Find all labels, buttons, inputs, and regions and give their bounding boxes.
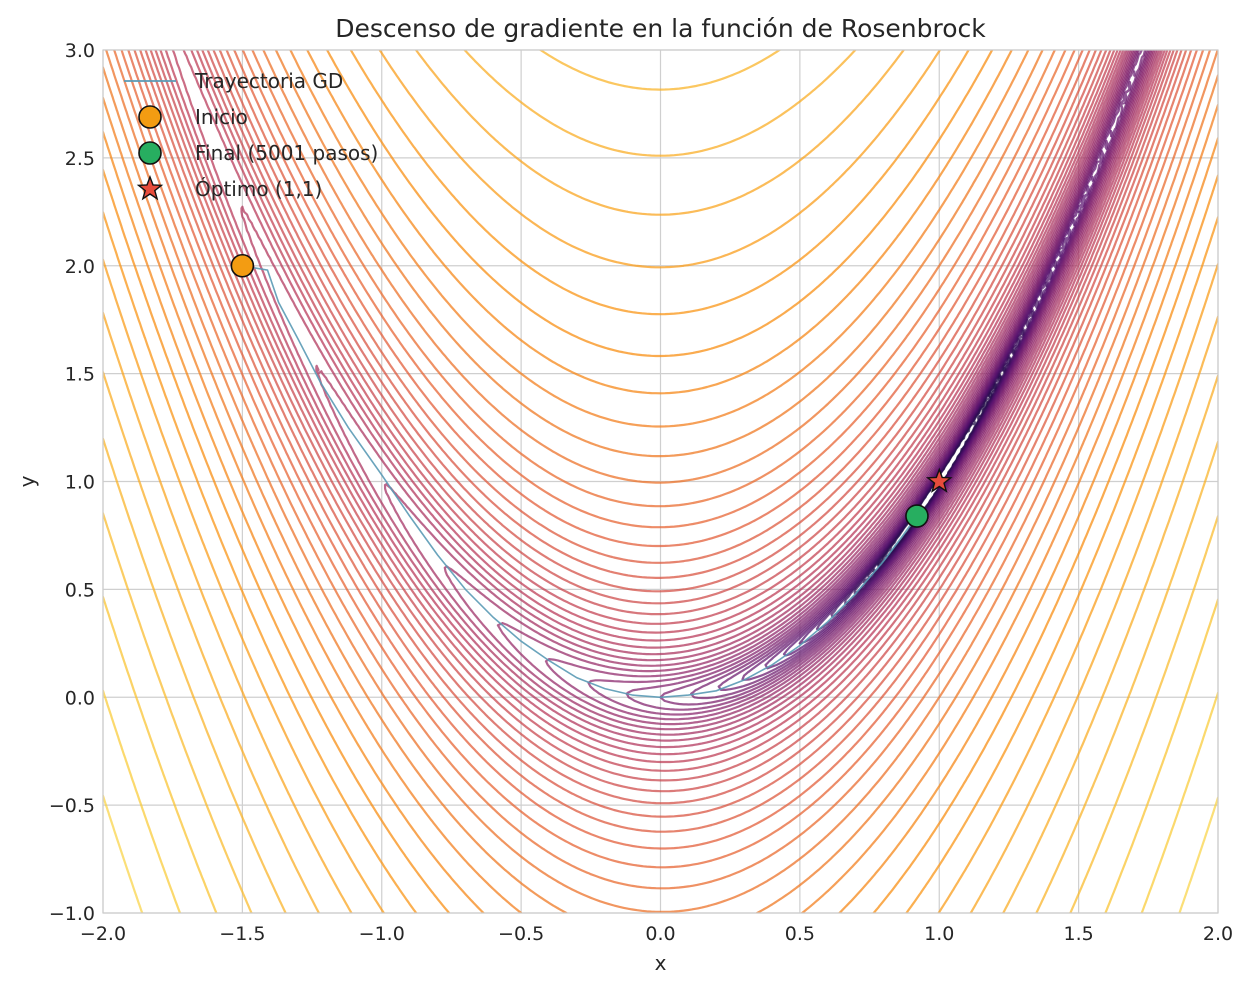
y-tick-label: 2.5 [65,148,95,170]
y-tick-label: 0.5 [65,579,95,601]
series-layer [230,253,953,699]
contour-line [103,50,1218,913]
contour-line [159,50,1172,772]
x-tick-label: −2.0 [80,923,126,945]
y-axis-label: y [15,475,39,487]
contour-line [120,50,1205,869]
contour-line [103,50,1218,913]
y-tick-label: −1.0 [49,903,95,925]
contour-line [103,50,1218,913]
chart-title: Descenso de gradiente en la función de R… [335,14,986,43]
x-tick-label: 0.5 [785,923,815,945]
contour-line [443,50,1158,731]
contour-line [127,50,1198,850]
contour-line [659,50,1150,706]
x-tick-label: 2.0 [1203,923,1233,945]
contour-line [171,50,1166,756]
legend-label: Óptimo (1,1) [195,177,322,201]
y-tick-label: 2.0 [65,256,95,278]
x-tick-label: 1.5 [1064,923,1094,945]
contour-line [149,50,1179,793]
legend-label: Trayectoria GD [194,69,343,93]
x-tick-label: 0.0 [645,923,675,945]
contour-line [144,50,1183,805]
x-axis-ticks: −2.0 −1.5 −1.0 −0.5 0.0 0.5 1.0 1.5 2.0 [80,923,1233,945]
contour-lines [103,50,1218,913]
contour-line [240,50,1164,749]
contour-line [103,50,1218,913]
marker-start [230,253,255,278]
plot-frame [102,49,1219,914]
legend-star-swatch [136,175,164,201]
contour-line [164,50,1169,764]
contour-line [544,50,1154,721]
marker-final [905,504,929,528]
y-axis-ticks: −1.0 −0.5 0.0 0.5 1.0 1.5 2.0 2.5 3.0 [49,40,95,925]
contour-line [103,50,1218,913]
legend: Trayectoria GD Inicio Final (5001 pasos) Óp… [124,69,378,201]
contour-line [113,50,1212,890]
legend-circle-swatch [138,141,162,165]
x-tick-label: −1.5 [219,923,265,945]
x-tick-label: 1.0 [924,923,954,945]
contour-line [103,50,1218,913]
contour-line [103,50,1218,913]
contour-line [103,50,1218,913]
x-axis-label: x [655,951,667,975]
y-tick-label: 1.0 [65,472,95,494]
y-tick-label: 1.5 [65,364,95,386]
legend-label: Inicio [195,105,248,129]
contour-line [105,50,1218,913]
y-tick-label: −0.5 [49,795,95,817]
contour-line [154,50,1175,782]
contour-line [625,50,1152,711]
marker-optimum [925,467,953,493]
contour-line [315,50,1162,742]
contour-line [103,512,1218,913]
contour-line [103,595,1218,913]
legend-circle-swatch [138,105,162,129]
contour-line [103,689,1218,913]
contour-line [383,50,1159,736]
legend-label: Final (5001 pasos) [195,141,378,165]
y-tick-label: 0.0 [65,687,95,709]
contour-line [496,50,1156,726]
contour-line [103,50,1218,913]
contour-line [139,50,1188,818]
contour-line [103,794,1218,913]
contour-line [587,50,1153,716]
trajectory-line [242,265,918,699]
x-tick-label: −0.5 [498,923,544,945]
y-tick-label: 3.0 [65,40,95,62]
contour-line [133,50,1193,833]
x-tick-label: −1.0 [359,923,405,945]
